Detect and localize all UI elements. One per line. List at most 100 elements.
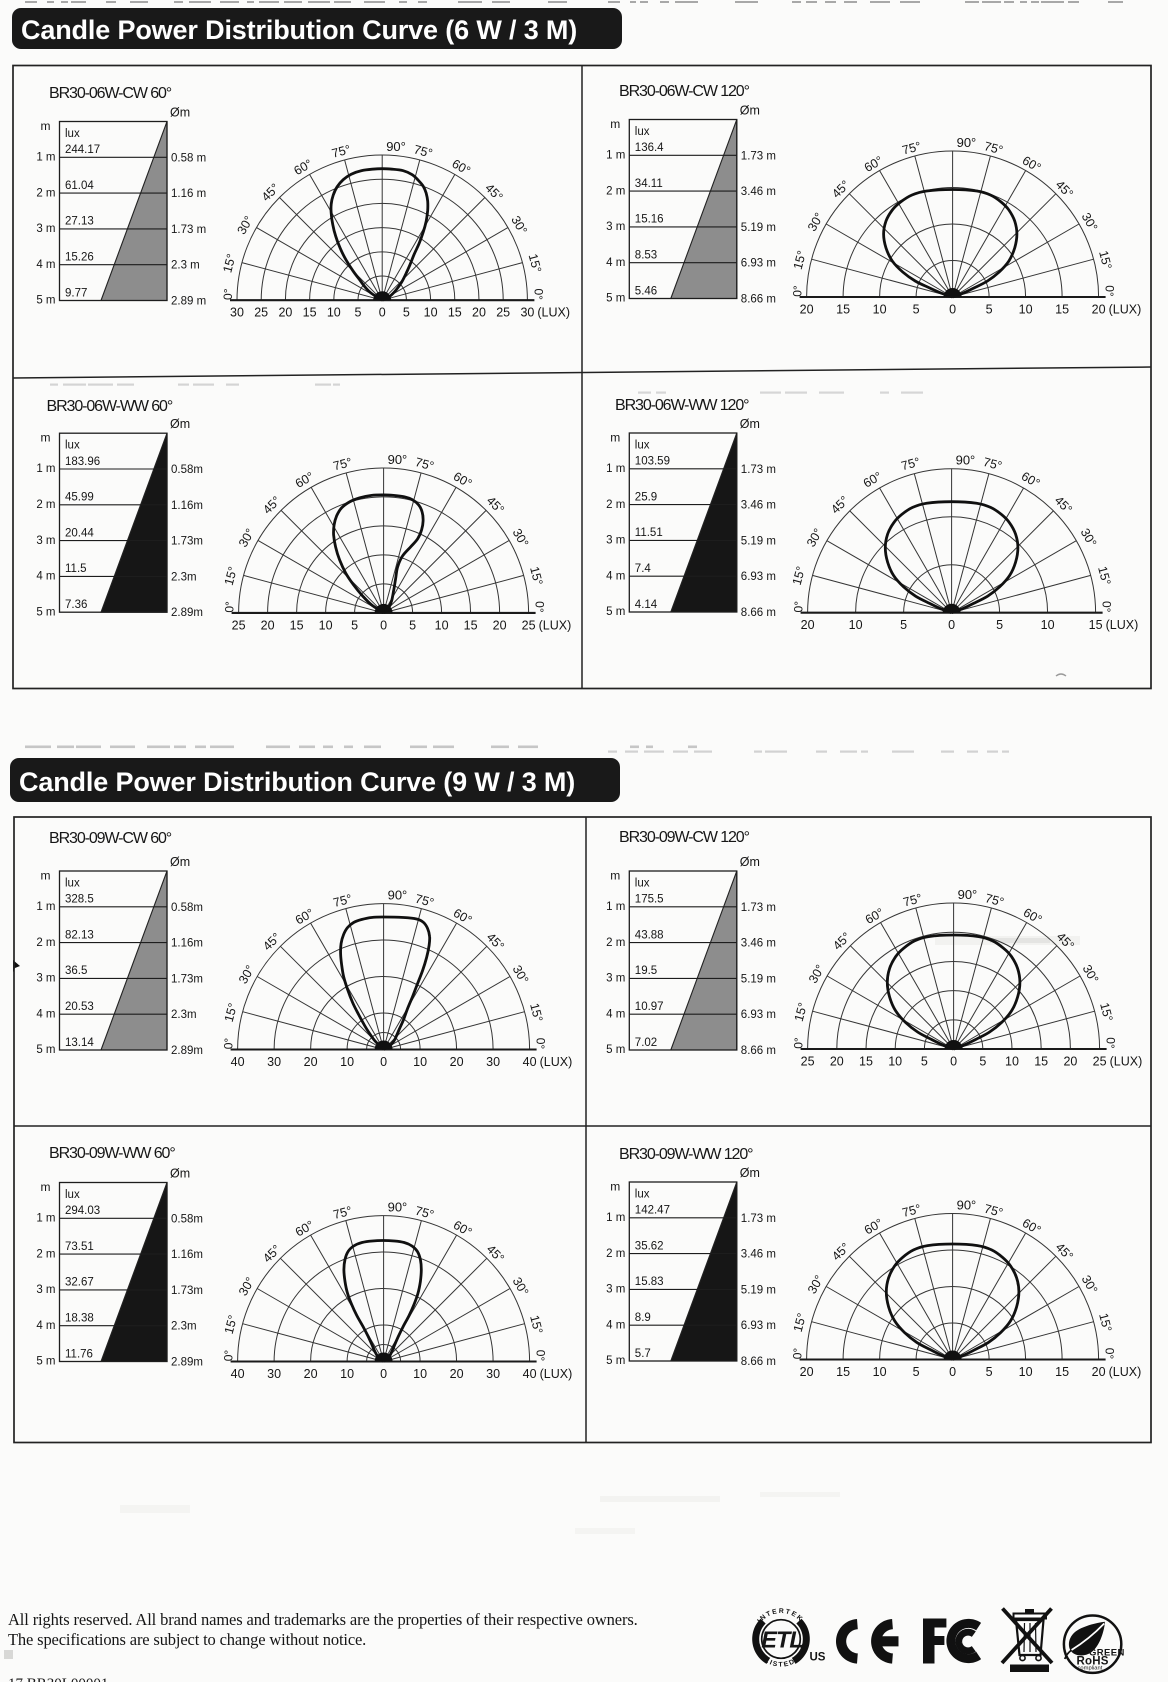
svg-text:1.73 m: 1.73 m — [741, 1213, 776, 1225]
svg-text:5: 5 — [355, 306, 362, 320]
svg-text:5 m: 5 m — [606, 293, 625, 305]
svg-text:75°: 75° — [901, 1202, 923, 1220]
svg-text:0°: 0° — [1103, 285, 1117, 297]
svg-text:90°: 90° — [958, 887, 978, 902]
svg-text:(LUX): (LUX) — [1106, 618, 1139, 632]
svg-text:15.26: 15.26 — [65, 252, 94, 264]
svg-text:45.99: 45.99 — [65, 492, 94, 504]
svg-text:3.46 m: 3.46 m — [741, 500, 776, 512]
svg-text:5 m: 5 m — [36, 606, 55, 618]
svg-text:lux: lux — [635, 878, 650, 890]
svg-text:25: 25 — [496, 306, 510, 320]
svg-text:0: 0 — [949, 303, 956, 317]
svg-text:328.5: 328.5 — [65, 894, 94, 906]
svg-text:15°: 15° — [1095, 565, 1113, 587]
svg-text:5.19 m: 5.19 m — [741, 1284, 776, 1296]
svg-text:20: 20 — [304, 1055, 318, 1069]
svg-text:5: 5 — [921, 1055, 928, 1069]
svg-text:0°: 0° — [531, 288, 545, 300]
svg-text:15°: 15° — [220, 252, 238, 274]
svg-text:8.9: 8.9 — [635, 1312, 651, 1324]
svg-text:75°: 75° — [332, 1204, 354, 1222]
svg-text:1 m: 1 m — [606, 463, 625, 475]
svg-text:75°: 75° — [983, 1202, 1005, 1220]
svg-text:75°: 75° — [414, 1204, 436, 1222]
svg-text:6.93 m: 6.93 m — [741, 571, 776, 583]
svg-text:20: 20 — [800, 1365, 814, 1379]
svg-text:30: 30 — [267, 1367, 281, 1381]
svg-text:15: 15 — [1034, 1055, 1048, 1069]
svg-text:1.16m: 1.16m — [171, 938, 203, 950]
svg-text:20: 20 — [472, 306, 486, 320]
svg-text:15°: 15° — [527, 1002, 545, 1024]
svg-text:32.67: 32.67 — [65, 1277, 94, 1289]
svg-text:0°: 0° — [534, 1350, 548, 1362]
svg-text:2.3m: 2.3m — [171, 1321, 197, 1333]
svg-text:8.53: 8.53 — [635, 250, 657, 262]
svg-text:5: 5 — [986, 303, 993, 317]
svg-text:15°: 15° — [790, 565, 808, 587]
svg-text:1 m: 1 m — [606, 901, 625, 913]
svg-text:3.46 m: 3.46 m — [741, 1249, 776, 1261]
svg-text:7.36: 7.36 — [65, 599, 87, 611]
svg-text:BR30-06W-WW 60°: BR30-06W-WW 60° — [47, 398, 173, 415]
svg-text:30: 30 — [230, 306, 244, 320]
svg-text:15: 15 — [290, 618, 304, 632]
svg-text:15: 15 — [1055, 1365, 1069, 1379]
svg-text:5: 5 — [996, 618, 1003, 632]
svg-text:75°: 75° — [414, 455, 436, 473]
svg-text:15°: 15° — [222, 1002, 240, 1024]
svg-text:10: 10 — [340, 1055, 354, 1069]
svg-text:BR30-09W-WW 120°: BR30-09W-WW 120° — [619, 1146, 753, 1163]
svg-text:1.16m: 1.16m — [171, 500, 203, 512]
svg-text:2 m: 2 m — [36, 937, 55, 949]
svg-text:75°: 75° — [982, 455, 1004, 473]
svg-text:2.89m: 2.89m — [171, 1357, 203, 1369]
svg-text:1 m: 1 m — [36, 901, 55, 913]
svg-text:4 m: 4 m — [606, 257, 625, 269]
svg-text:0°: 0° — [791, 285, 805, 297]
svg-text:Øm: Øm — [170, 855, 190, 869]
svg-text:5 m: 5 m — [606, 606, 625, 618]
svg-text:4 m: 4 m — [606, 1008, 625, 1020]
svg-text:1.73 m: 1.73 m — [741, 902, 776, 914]
svg-text:US: US — [810, 1652, 826, 1664]
svg-text:11.76: 11.76 — [65, 1348, 93, 1360]
svg-text:10: 10 — [413, 1367, 427, 1381]
svg-text:5: 5 — [979, 1055, 986, 1069]
svg-text:lux: lux — [65, 878, 80, 890]
svg-text:BR30-06W-CW 120°: BR30-06W-CW 120° — [619, 83, 750, 100]
svg-text:75°: 75° — [984, 891, 1006, 909]
svg-text:(LUX): (LUX) — [540, 1055, 573, 1069]
svg-text:m: m — [610, 869, 620, 883]
svg-text:244.17: 244.17 — [65, 144, 100, 156]
svg-text:15°: 15° — [1096, 249, 1114, 271]
svg-text:5.46: 5.46 — [635, 285, 657, 297]
svg-text:5: 5 — [409, 618, 416, 632]
svg-text:3.46 m: 3.46 m — [741, 186, 776, 198]
svg-text:Candle Power Distribution Curv: Candle Power Distribution Curve (9 W / 3… — [19, 767, 575, 797]
svg-text:5: 5 — [913, 1365, 920, 1379]
svg-text:3 m: 3 m — [36, 535, 55, 547]
svg-text:1.73 m: 1.73 m — [171, 224, 206, 236]
svg-text:3 m: 3 m — [606, 973, 625, 985]
svg-text:0°: 0° — [1100, 601, 1114, 613]
svg-text:5.7: 5.7 — [635, 1348, 651, 1360]
svg-text:3 m: 3 m — [606, 535, 625, 547]
svg-text:1.73m: 1.73m — [171, 1285, 203, 1297]
svg-text:5 m: 5 m — [606, 1355, 625, 1367]
svg-text:0: 0 — [380, 1367, 387, 1381]
svg-text:11.5: 11.5 — [65, 563, 87, 575]
svg-text:LISTED: LISTED — [763, 1657, 797, 1669]
svg-text:1 m: 1 m — [36, 463, 55, 475]
svg-text:10: 10 — [413, 1055, 427, 1069]
svg-text:compliant: compliant — [1078, 1666, 1103, 1672]
svg-text:lux: lux — [65, 128, 80, 140]
svg-text:20: 20 — [278, 306, 292, 320]
svg-text:9.77: 9.77 — [65, 287, 87, 299]
svg-text:43.88: 43.88 — [635, 929, 664, 941]
svg-text:1 m: 1 m — [606, 1212, 625, 1224]
svg-text:20: 20 — [1092, 303, 1106, 317]
svg-text:15°: 15° — [1097, 1001, 1115, 1023]
svg-text:75°: 75° — [332, 892, 354, 910]
